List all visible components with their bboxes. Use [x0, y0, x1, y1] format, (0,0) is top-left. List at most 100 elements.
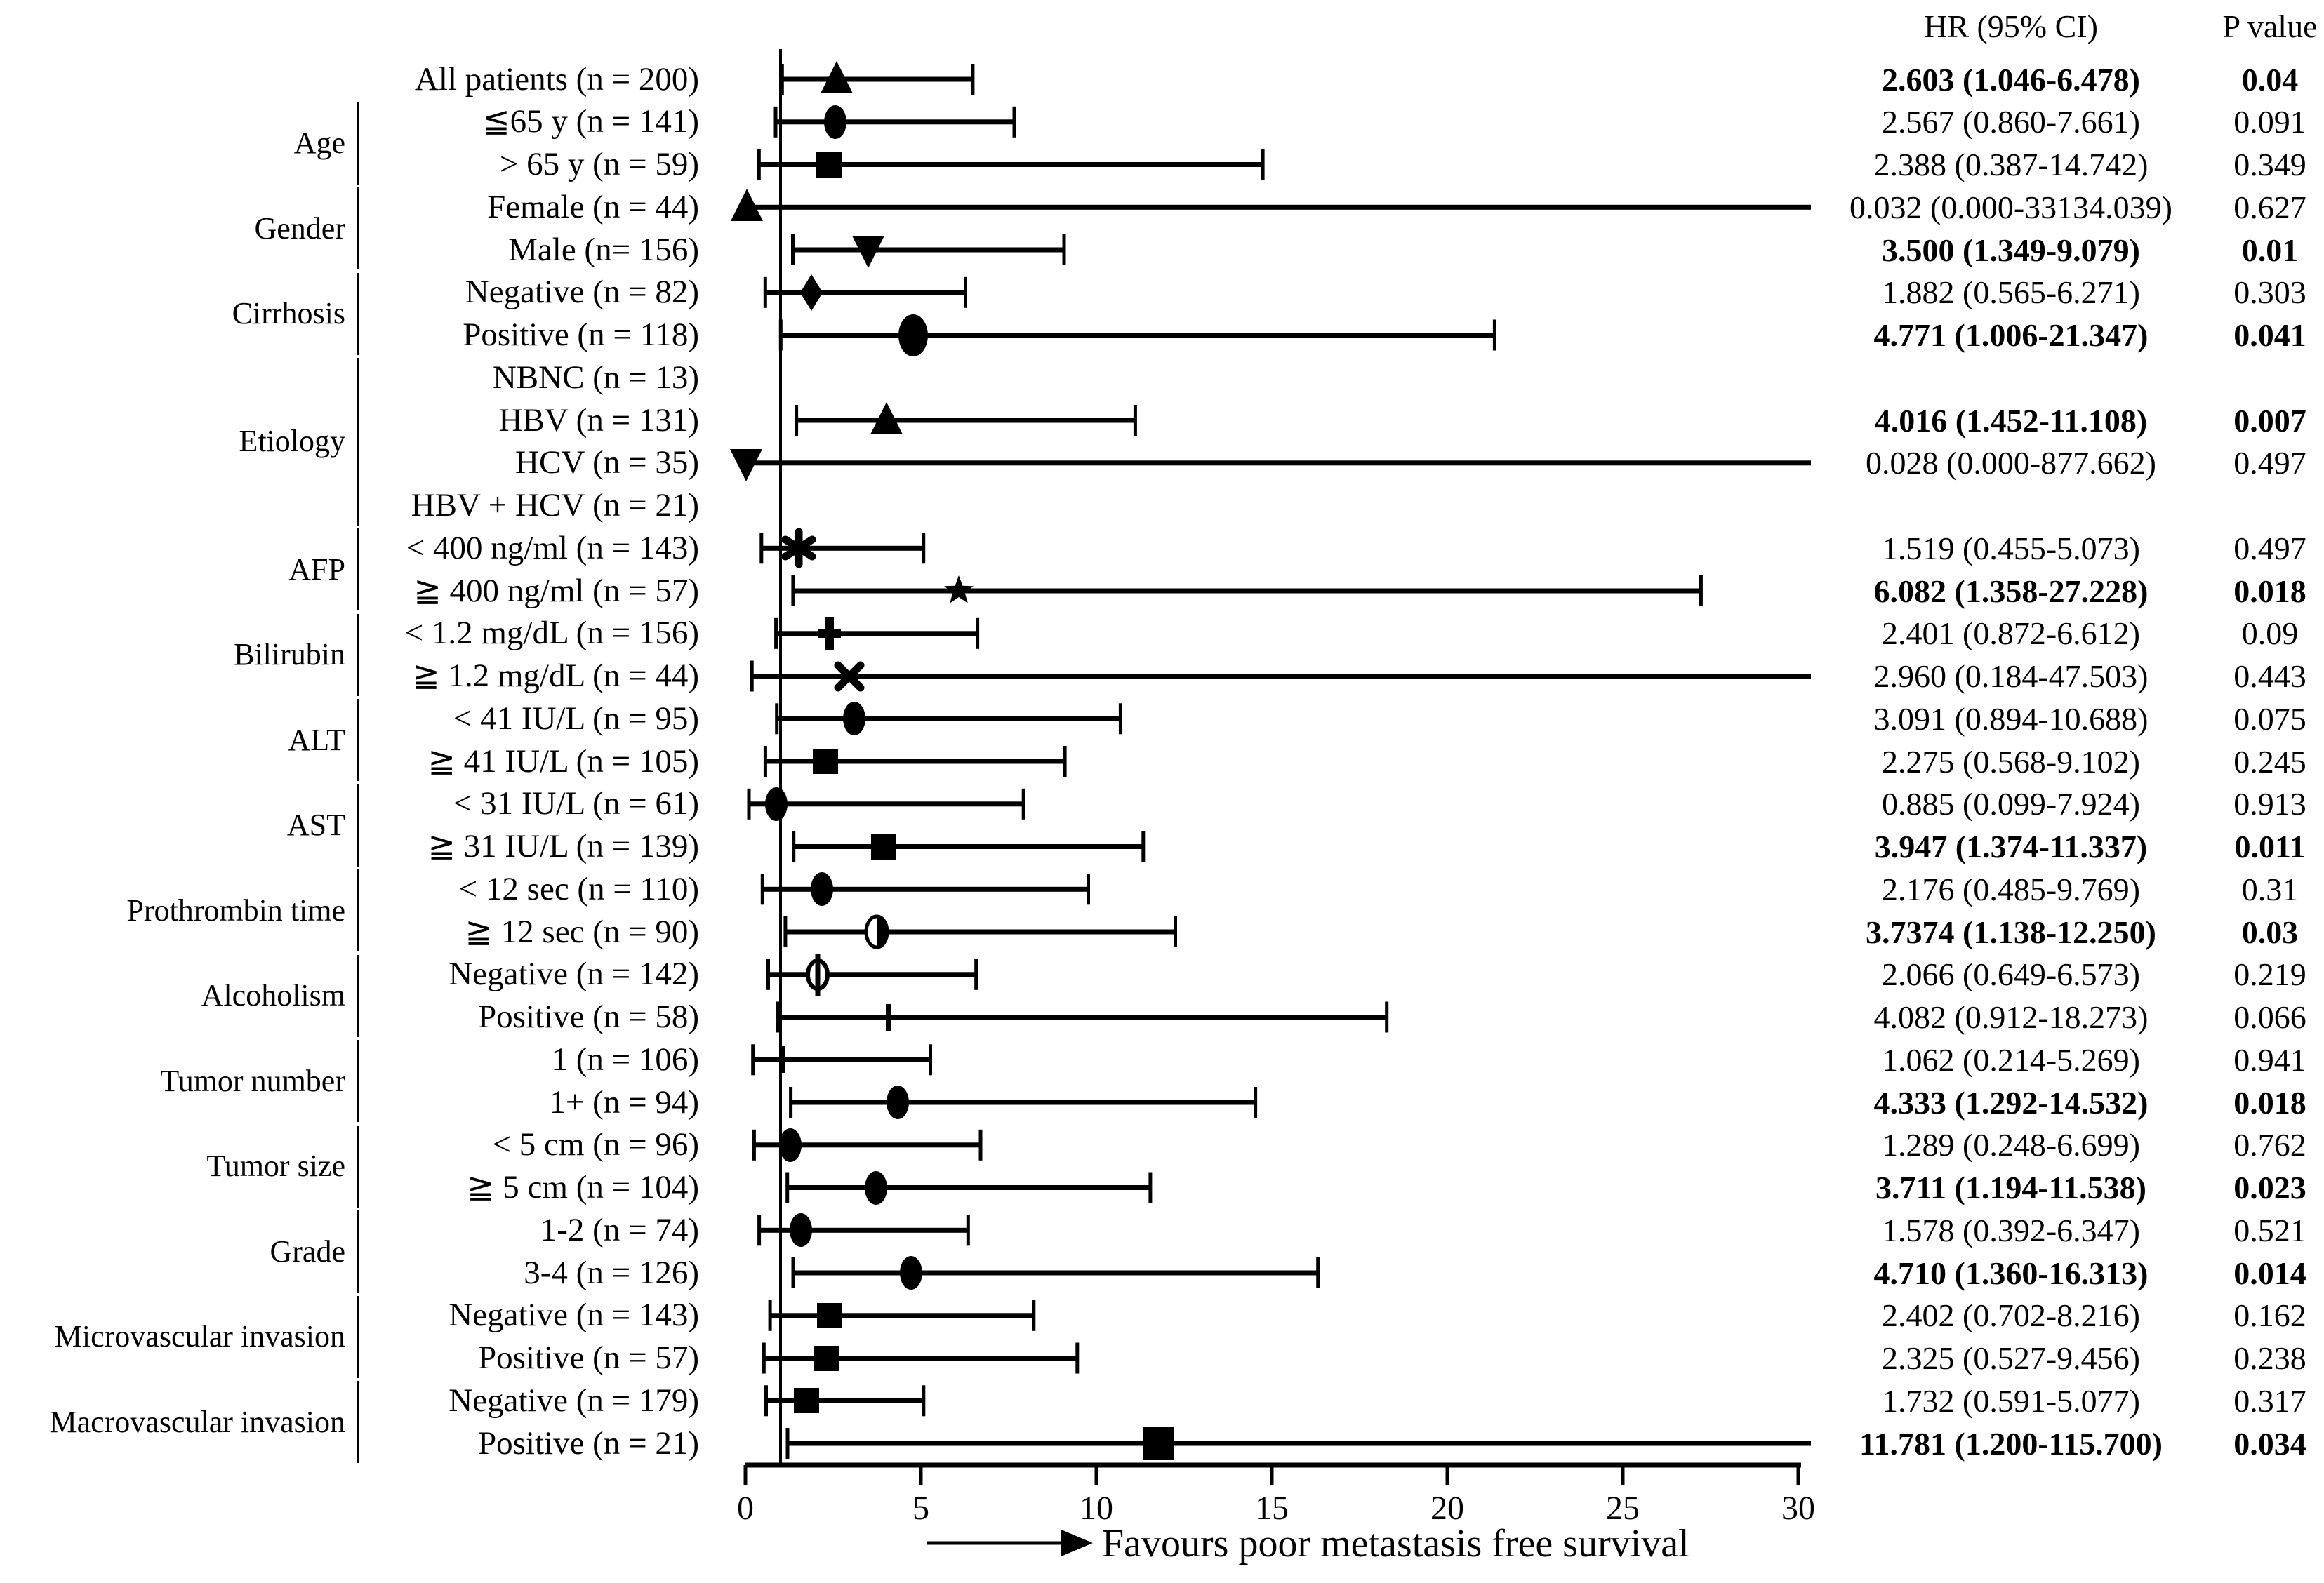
group-bracket-line	[357, 1125, 359, 1208]
triangle-up-marker	[870, 402, 903, 434]
row-label: 3-4 (n = 126)	[524, 1254, 699, 1291]
row-label: All patients (n = 200)	[414, 60, 699, 98]
p-value: 0.497	[2233, 445, 2306, 481]
ci-cap-low	[785, 1428, 790, 1459]
triangle-down-marker	[852, 236, 884, 268]
p-value: 0.04	[2241, 61, 2299, 98]
square-marker	[794, 1388, 819, 1413]
hr-ci-value: 3.711 (1.194-11.538)	[1875, 1170, 2146, 1205]
ci-row	[795, 402, 1137, 436]
group-label: Tumor number	[160, 1063, 345, 1098]
x-cross-marker	[834, 661, 865, 692]
ci-cap-high	[922, 533, 926, 564]
row-label: HBV + HCV (n = 21)	[411, 487, 699, 523]
group-bracket-line	[357, 613, 359, 696]
row-label: HBV (n = 131)	[498, 401, 699, 439]
ci-cap-high	[1254, 1087, 1258, 1118]
group-bracket-line	[357, 528, 359, 611]
row-label: NBNC (n = 13)	[492, 359, 699, 396]
ci-row	[789, 1086, 1258, 1119]
row-label: Positive (n = 58)	[477, 998, 699, 1035]
hr-ci-value: 2.275 (0.568-9.102)	[1882, 743, 2140, 780]
x-axis-tick-label: 20	[1430, 1490, 1464, 1527]
plus-marker	[818, 617, 841, 650]
x-axis-tick-label: 15	[1255, 1490, 1289, 1527]
p-value: 0.01	[2241, 232, 2299, 268]
hr-ci-value: 2.402 (0.702-8.216)	[1882, 1297, 2140, 1334]
hr-ci-value: 2.567 (0.860-7.661)	[1882, 104, 2140, 140]
hr-ci-value: 6.082 (1.358-27.228)	[1873, 573, 2149, 609]
circle-marker	[811, 872, 833, 906]
ci-cap-high	[1492, 319, 1496, 351]
ci-line	[781, 333, 1495, 338]
group-label: Gender	[254, 211, 346, 246]
hr-ci-value: 4.710 (1.360-16.313)	[1873, 1255, 2149, 1291]
ci-row	[791, 1256, 1320, 1290]
row-label: Negative (n = 82)	[465, 274, 699, 311]
p-value: 0.627	[2233, 189, 2306, 225]
square-marker	[814, 1346, 839, 1371]
ci-line	[752, 1057, 931, 1062]
hr-ci-value: 2.960 (0.184-47.503)	[1873, 658, 2149, 694]
square-marker	[817, 1303, 842, 1328]
ci-line	[793, 844, 1143, 849]
group-label: Prothrombin time	[126, 893, 345, 928]
row-label: Negative (n = 142)	[449, 956, 699, 993]
ci-cap-low	[773, 106, 778, 138]
ci-cap-low	[757, 149, 761, 180]
x-axis-tick	[1094, 1465, 1098, 1485]
group-bracket-line	[357, 1381, 359, 1464]
hr-ci-value: 2.603 (1.046-6.478)	[1882, 61, 2140, 98]
row-label: 1+ (n = 94)	[549, 1083, 699, 1121]
ci-cap-low	[778, 319, 783, 351]
ci-cap-low	[747, 788, 751, 820]
x-axis-tick	[1796, 1465, 1800, 1485]
ci-row	[764, 1385, 926, 1417]
ci-row	[757, 1213, 970, 1247]
x-axis-tick	[1621, 1465, 1625, 1485]
reference-line	[779, 49, 782, 1465]
circle-marker	[887, 1086, 909, 1119]
p-value: 0.034	[2233, 1425, 2306, 1462]
row-label: > 65 y (n = 59)	[499, 146, 699, 182]
ci-cap-high	[1062, 234, 1066, 265]
group-bracket-line	[357, 102, 359, 185]
p-value: 0.091	[2233, 104, 2306, 140]
row-label: 1-2 (n = 74)	[540, 1211, 699, 1248]
p-value: 0.913	[2233, 786, 2306, 822]
p-value: 0.219	[2233, 956, 2306, 993]
circle-marker	[865, 1171, 887, 1205]
ci-cap-low	[764, 1385, 768, 1417]
ci-line	[745, 204, 1811, 210]
hr-ci-value: 1.519 (0.455-5.073)	[1882, 530, 2140, 566]
group-label: AST	[286, 808, 345, 843]
ci-line	[788, 1441, 1811, 1446]
p-value: 0.018	[2233, 1084, 2306, 1121]
ci-cap-high	[1021, 788, 1025, 820]
hr-ci-column-header: HR (95% CI)	[1924, 8, 2098, 44]
circle-marker	[824, 105, 846, 139]
group-bracket-line	[357, 1040, 359, 1123]
group-label: ALT	[288, 722, 346, 757]
p-value: 0.075	[2233, 700, 2306, 737]
p-value: 0.09	[2241, 615, 2299, 652]
hr-ci-value: 0.032 (0.000-33134.039)	[1850, 189, 2172, 225]
circle-large-marker	[898, 314, 928, 356]
group-bracket-line	[357, 869, 359, 952]
ci-cap-low	[780, 64, 784, 95]
row-label: ≧ 400 ng/ml (n = 57)	[413, 572, 699, 609]
group-label: AFP	[288, 552, 345, 587]
circle-marker	[779, 1128, 802, 1162]
ci-cap-low	[763, 746, 767, 777]
square-marker	[816, 152, 842, 178]
p-value: 0.238	[2233, 1340, 2306, 1376]
hr-ci-value: 1.882 (0.565-6.271)	[1882, 274, 2140, 311]
ci-line	[759, 1227, 969, 1233]
hr-ci-value: 4.333 (1.292-14.532)	[1873, 1084, 2149, 1121]
p-value: 0.762	[2233, 1127, 2306, 1163]
p-value: 0.521	[2233, 1212, 2306, 1248]
ci-cap-high	[1385, 1001, 1389, 1033]
row-label: ≧ 31 IU/L (n = 139)	[427, 828, 699, 864]
ci-cap-low	[759, 533, 764, 564]
ci-row	[785, 1427, 1811, 1460]
